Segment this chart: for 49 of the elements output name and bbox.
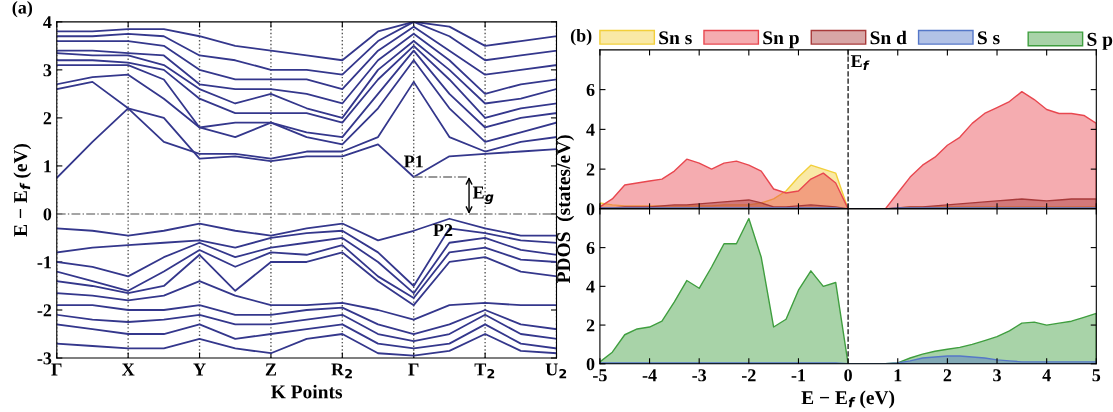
x-axis-title: E − E$_{f}$ (eV) xyxy=(801,390,895,409)
x-tick-label: Y xyxy=(193,363,206,376)
y-tick-label: 4 xyxy=(586,280,595,293)
x-tick-label: 0 xyxy=(844,369,852,382)
x-tick-label: -5 xyxy=(593,369,607,382)
x-tick-label: U$_{2}$ xyxy=(545,363,567,379)
ref-line-label: E$_{f}$ xyxy=(850,55,870,71)
annotation: P1 xyxy=(404,155,423,168)
y-tick-label: 2 xyxy=(586,163,595,176)
y-tick-label: 2 xyxy=(43,112,52,125)
x-tick-label: Γ xyxy=(51,363,62,376)
legend-label: Sn d xyxy=(870,30,907,45)
y-tick-label: 3 xyxy=(43,64,52,77)
y-tick-label: 4 xyxy=(43,16,52,29)
y-tick-label: 0 xyxy=(586,203,595,216)
annotation: P2 xyxy=(433,224,453,237)
y-tick-label: 2 xyxy=(586,319,595,332)
x-tick-label: -4 xyxy=(642,369,657,382)
x-tick-label: -2 xyxy=(741,369,756,382)
x-tick-label: T$_{2}$ xyxy=(474,363,495,379)
y-tick-label: -2 xyxy=(37,304,52,317)
chart-title: (a) xyxy=(12,0,33,18)
x-axis-title: K Points xyxy=(271,384,343,399)
x-tick-label: 5 xyxy=(1092,369,1101,382)
x-tick-label: -1 xyxy=(791,369,806,382)
x-tick-label: 1 xyxy=(894,369,902,382)
y-tick-label: 1 xyxy=(44,160,51,173)
legend-label: S s xyxy=(977,31,1000,45)
legend-label: S p xyxy=(1087,32,1113,50)
x-tick-label: 2 xyxy=(943,369,952,382)
x-tick-label: Γ xyxy=(408,363,419,376)
y-tick-label: -3 xyxy=(37,352,52,365)
x-tick-label: Z xyxy=(265,363,277,376)
x-tick-label: -3 xyxy=(692,369,707,382)
y-axis-title: PDOS (states/eV) xyxy=(556,135,575,284)
x-tick-label: 4 xyxy=(1042,369,1051,382)
y-tick-label: -1 xyxy=(37,256,51,269)
y-tick-label: 4 xyxy=(586,123,595,136)
y-tick-label: 0 xyxy=(43,208,52,221)
y-tick-label: 6 xyxy=(586,241,595,255)
annotation: E$_{g}$ xyxy=(472,186,494,205)
x-tick-label: R$_{2}$ xyxy=(331,363,352,379)
y-tick-label: 6 xyxy=(586,83,595,97)
legend-label: Sn p xyxy=(763,31,799,49)
y-axis-title: E − E$_{f}$ (eV) xyxy=(13,143,32,237)
x-tick-label: 3 xyxy=(993,369,1001,382)
x-tick-label: X xyxy=(121,363,135,376)
chart-title: (b) xyxy=(570,28,592,46)
legend-label: Sn s xyxy=(659,31,692,45)
